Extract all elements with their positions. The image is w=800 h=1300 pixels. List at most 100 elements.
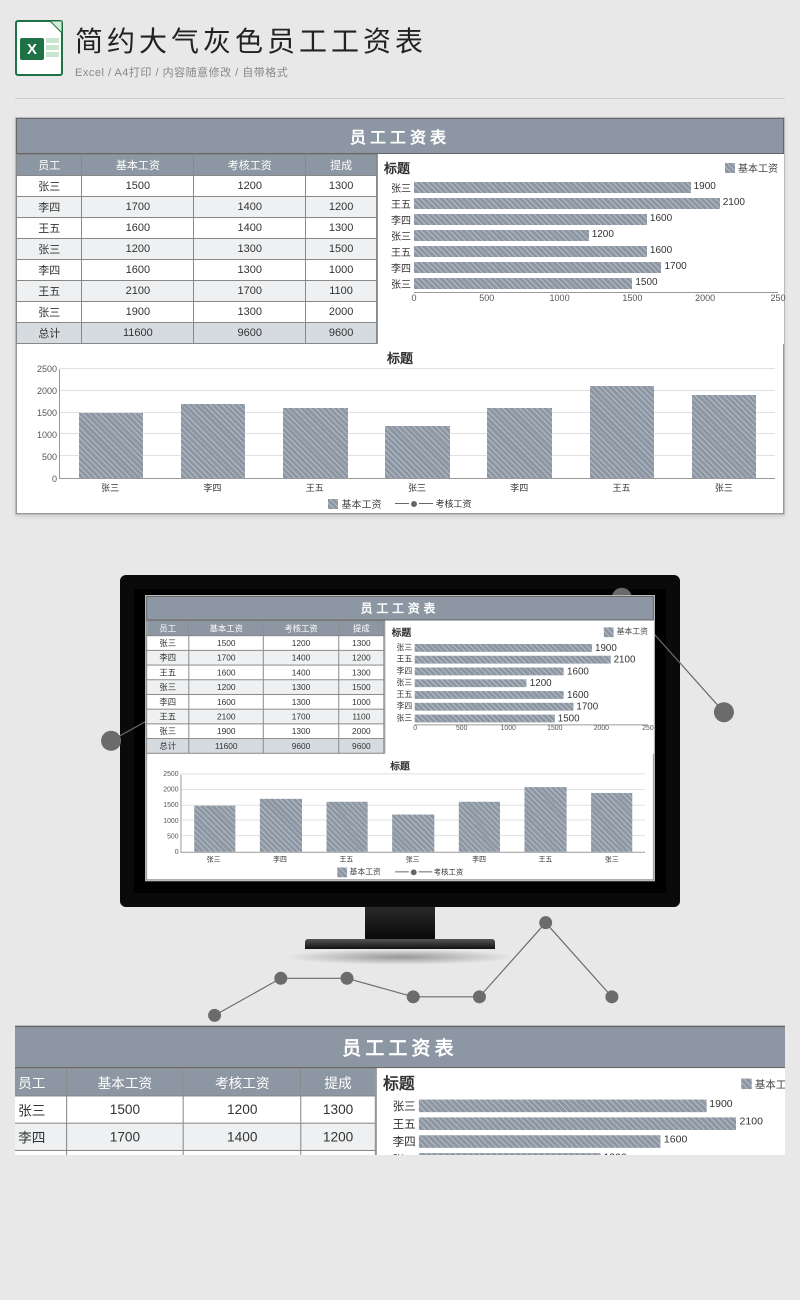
hbar-label: 李四: [392, 701, 416, 712]
hbar-row: 张三1500: [392, 713, 648, 724]
hbar-chart: 标题基本工资张三1900王五2100李四1600张三1200王五1600李四17…: [376, 1068, 785, 1155]
page-subtitle: Excel / A4打印 / 内容随意修改 / 自带格式: [75, 64, 785, 80]
hbar-label: 张三: [392, 713, 416, 724]
hbar-value: 1200: [603, 1152, 626, 1155]
table-total-row: 总计1160096009600: [17, 323, 377, 344]
salary-table: 员工基本工资考核工资提成张三150012001300李四170014001200…: [15, 1068, 376, 1155]
line-marker-icon: [473, 990, 486, 1003]
hbar-value: 1700: [664, 261, 686, 272]
ytick: 2000: [163, 787, 178, 794]
hbar-row: 王五 1600: [384, 244, 778, 259]
table-cell: 1400: [194, 197, 306, 218]
table-total-row: 总计1160096009600: [147, 739, 385, 754]
hbar-value: 1500: [635, 277, 657, 288]
hbar-row: 李四1700: [384, 260, 778, 275]
hbar-value: 2100: [740, 1116, 763, 1128]
table-header: 基本工资: [189, 621, 264, 636]
table-cell: 1700: [189, 650, 264, 665]
hbar-legend-label: 基本工资: [755, 1075, 785, 1091]
combo-title: 标题: [25, 348, 775, 367]
table-row: 李四170014001200: [17, 197, 377, 218]
hbar-value: 1900: [709, 1099, 732, 1111]
table-cell: 1600: [189, 694, 264, 709]
hbar-tick: 1500: [547, 725, 562, 732]
table-cell: 张三: [147, 636, 189, 651]
hbar-value: 2100: [614, 654, 636, 665]
excel-file-icon: X: [15, 20, 63, 76]
table-header: 提成: [306, 155, 377, 176]
table-header: 考核工资: [194, 155, 306, 176]
legend-swatch-icon: [725, 163, 735, 173]
table-cell: 1300: [264, 694, 339, 709]
hbar-value: 1600: [650, 245, 672, 256]
hbar-legend: 基本工资: [604, 626, 648, 637]
total-cell: 9600: [306, 323, 377, 344]
table-row: 张三190013002000: [17, 302, 377, 323]
table-header: 基本工资: [82, 155, 194, 176]
table-cell: 1600: [66, 1150, 183, 1155]
hbar-title: 标题: [384, 158, 410, 177]
hbar-legend: 基本工资: [725, 160, 778, 175]
cropped-sheet-preview: 员工工资表员工基本工资考核工资提成张三150012001300李四1700140…: [15, 1025, 785, 1155]
table-row: 王五210017001100: [17, 281, 377, 302]
table-cell: 1200: [189, 680, 264, 695]
hbar-value: 1700: [576, 701, 598, 712]
divider: [15, 98, 785, 99]
hbar-value: 1200: [592, 229, 614, 240]
combo-line: [181, 774, 645, 1238]
hbar-row: 李四1600: [384, 212, 778, 227]
hbar-row: 王五2100: [384, 196, 778, 211]
hbar-fill: [415, 714, 555, 722]
salary-table: 员工基本工资考核工资提成张三150012001300李四170014001200…: [146, 620, 385, 753]
table-cell: 1400: [264, 665, 339, 680]
ytick: 2500: [163, 771, 178, 778]
hbar-row: 张三1900: [392, 642, 648, 653]
combo-plot-area: [180, 774, 645, 852]
hbar-value: 2100: [723, 197, 745, 208]
table-cell: 王五: [147, 665, 189, 680]
hbar-tick: 1500: [622, 293, 642, 303]
hbar-legend: 基本工资: [741, 1075, 785, 1091]
combo-yaxis: 25002000150010005000: [25, 369, 59, 479]
table-cell: 1000: [338, 694, 384, 709]
table-cell: 1700: [66, 1123, 183, 1150]
hbar-label: 王五: [384, 244, 414, 259]
total-cell: 11600: [82, 323, 194, 344]
hbar-label: 张三: [384, 228, 414, 243]
table-cell: 1900: [189, 724, 264, 739]
table-row: 张三120013001500: [147, 680, 385, 695]
table-header: 考核工资: [264, 621, 339, 636]
hbar-tick: 500: [479, 293, 494, 303]
table-cell: 1300: [306, 218, 377, 239]
hbar-fill: [415, 644, 592, 652]
hbar-title: 标题: [392, 624, 412, 639]
hbar-fill: [415, 655, 611, 663]
hbar-row: 张三1900: [384, 180, 778, 195]
hbar-tick: 250: [770, 293, 785, 303]
table-cell: 李四: [17, 197, 82, 218]
table-cell: 2100: [189, 709, 264, 724]
total-cell: 11600: [189, 739, 264, 754]
line-marker-icon: [208, 1009, 221, 1022]
legend-swatch-icon: [741, 1078, 752, 1089]
table-cell: 1200: [82, 239, 194, 260]
table-cell: 1100: [338, 709, 384, 724]
hbar-label: 张三: [384, 276, 414, 291]
table-cell: 王五: [17, 281, 82, 302]
table-cell: 1200: [184, 1096, 301, 1123]
ytick: 1500: [163, 802, 178, 809]
hbar-value: 1900: [595, 643, 617, 654]
table-cell: 1500: [189, 636, 264, 651]
hbar-tick: 0: [411, 293, 416, 303]
hbar-row: 李四 1700: [392, 701, 648, 712]
table-cell: 李四: [147, 650, 189, 665]
table-row: 张三120013001500: [17, 239, 377, 260]
table-cell: 1500: [306, 239, 377, 260]
table-cell: 张三: [17, 176, 82, 197]
line-marker-icon: [407, 990, 420, 1003]
table-cell: 2000: [306, 302, 377, 323]
table-row: 王五210017001100: [147, 709, 385, 724]
hbar-label: 王五: [383, 1115, 419, 1132]
line-marker-icon: [274, 972, 287, 985]
hbar-fill: [414, 262, 662, 273]
